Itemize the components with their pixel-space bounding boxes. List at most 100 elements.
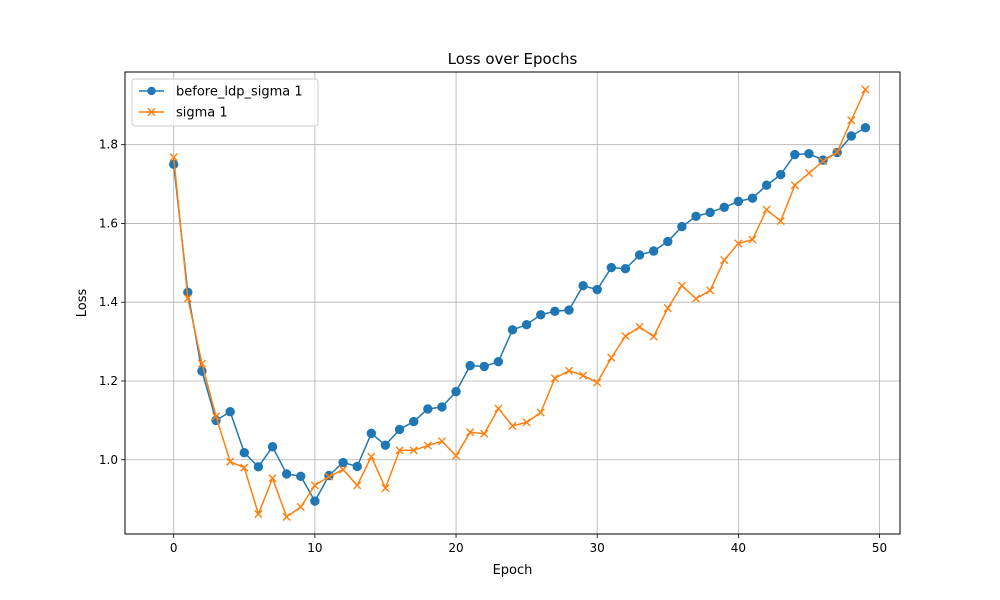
data-point [860, 123, 871, 133]
data-point [847, 116, 856, 125]
data-point [395, 446, 404, 455]
data-point [846, 131, 856, 141]
data-point [240, 463, 249, 472]
data-point [225, 407, 235, 417]
data-point [861, 85, 870, 94]
legend-label: before_ldp_sigma 1 [176, 85, 303, 100]
data-point [367, 452, 376, 461]
y-tick-label: 1.6 [99, 216, 118, 230]
data-point [733, 196, 744, 207]
data-point [296, 502, 305, 512]
data-point [521, 319, 532, 330]
data-point [282, 512, 291, 521]
data-point [239, 447, 249, 458]
data-point [550, 374, 559, 383]
data-point [634, 250, 645, 260]
data-point [296, 471, 306, 481]
data-point [790, 149, 800, 160]
data-point [620, 264, 631, 274]
legend-label: sigma 1 [176, 106, 228, 121]
y-axis-label: Loss [75, 289, 90, 318]
data-point [507, 325, 518, 335]
data-point [366, 428, 377, 439]
data-point [818, 157, 828, 166]
data-point [762, 205, 771, 214]
data-point [833, 148, 842, 157]
y-tick-label: 1.0 [99, 453, 118, 467]
data-point [564, 305, 574, 315]
data-point [776, 169, 786, 180]
data-point [268, 474, 277, 483]
data-point [226, 457, 235, 466]
data-point [635, 322, 644, 332]
data-point [324, 472, 334, 481]
data-point [338, 457, 348, 468]
data-point [310, 496, 320, 506]
data-point [451, 386, 461, 397]
series-line [172, 127, 866, 502]
legend-marker [147, 86, 156, 96]
data-point [606, 262, 617, 273]
series-layer [169, 85, 871, 521]
data-point [451, 451, 461, 460]
ticks: 0 10 20 30 40 50 1.0 1.2 1.4 1.6 1.8 [99, 138, 887, 555]
legend-entry: before_ldp_sigma 1 [139, 85, 303, 100]
legend-entries: before_ldp_sigma 1 sigma 1 [139, 85, 303, 121]
x-tick-label: 50 [872, 541, 887, 555]
x-tick-label: 40 [731, 541, 746, 555]
data-point [804, 149, 814, 159]
data-point [677, 281, 686, 290]
x-tick-label: 0 [170, 541, 178, 555]
data-point [522, 418, 531, 427]
data-point [705, 207, 715, 218]
plot-frame [124, 71, 901, 535]
data-point [790, 181, 799, 190]
data-point [197, 359, 207, 368]
data-point [408, 416, 419, 427]
data-point [578, 280, 588, 291]
y-tick-label: 1.2 [99, 374, 118, 388]
data-point [169, 153, 178, 162]
x-tick-label: 20 [448, 541, 463, 555]
data-point [593, 378, 602, 387]
data-point [649, 332, 658, 341]
data-point [281, 469, 292, 479]
data-point [253, 462, 264, 472]
data-point [691, 211, 701, 222]
y-tick-label: 1.4 [99, 295, 118, 309]
data-point [480, 429, 489, 438]
legend-box [131, 78, 319, 127]
data-point [310, 481, 319, 490]
data-point [394, 424, 405, 435]
data-point [748, 235, 757, 244]
y-tick-label: 1.8 [99, 138, 118, 152]
data-point [621, 331, 630, 341]
data-point [479, 361, 489, 372]
data-point [761, 180, 772, 190]
data-point [706, 286, 715, 295]
legend-entry: sigma 1 [139, 106, 228, 121]
data-point [494, 404, 503, 413]
data-point [423, 404, 433, 414]
series-1 [169, 123, 871, 506]
series-line [172, 89, 867, 518]
x-tick-label: 30 [590, 541, 605, 555]
data-point [183, 294, 192, 303]
data-point [352, 461, 362, 472]
data-point [804, 168, 814, 178]
data-point [734, 239, 743, 248]
data-point [564, 366, 574, 375]
data-point [691, 294, 701, 303]
data-point [607, 353, 616, 362]
data-point [663, 236, 673, 247]
data-point [663, 304, 672, 313]
x-axis-label: Epoch [493, 563, 533, 578]
data-point [536, 408, 545, 417]
data-point [493, 356, 504, 367]
grid [125, 72, 900, 534]
data-point [550, 306, 560, 316]
data-point [437, 437, 447, 446]
data-point [437, 402, 447, 412]
data-point [211, 412, 221, 421]
